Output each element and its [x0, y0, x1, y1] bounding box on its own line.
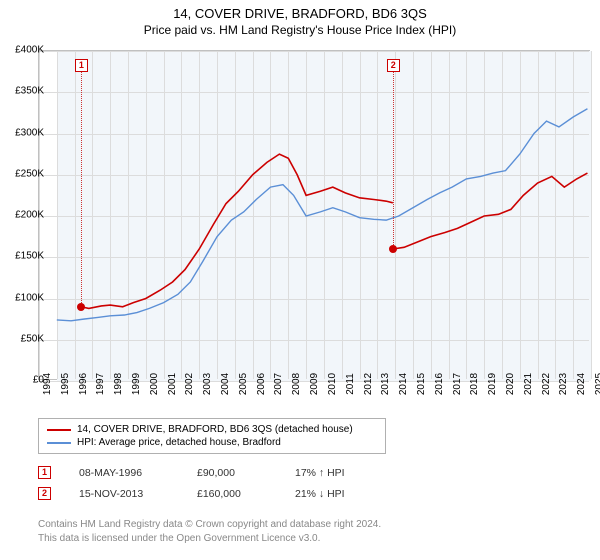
gridline-v	[591, 51, 592, 379]
x-axis-label: 2019	[487, 373, 498, 395]
sale-marker-dot	[77, 303, 85, 311]
x-axis-label: 1999	[131, 373, 142, 395]
y-axis-label: £250K	[15, 168, 44, 179]
sale-diff: 21% ↓ HPI	[295, 488, 345, 500]
table-row: 1 08-MAY-1996 £90,000 17% ↑ HPI	[38, 462, 345, 483]
sale-marker-vline	[393, 69, 394, 249]
series-line	[57, 109, 588, 321]
x-axis-label: 2005	[238, 373, 249, 395]
legend-label: HPI: Average price, detached house, Brad…	[77, 437, 281, 448]
x-axis-label: 2020	[505, 373, 516, 395]
series-line	[393, 173, 588, 249]
x-axis-label: 2006	[256, 373, 267, 395]
x-axis-label: 2023	[558, 373, 569, 395]
y-axis-label: £100K	[15, 292, 44, 303]
sale-price: £160,000	[197, 488, 267, 500]
x-axis-label: 1994	[42, 373, 53, 395]
y-axis-label: £150K	[15, 251, 44, 262]
chart-lines	[39, 51, 591, 381]
x-axis-label: 2004	[220, 373, 231, 395]
sale-marker-vline	[81, 69, 82, 307]
sales-table: 1 08-MAY-1996 £90,000 17% ↑ HPI 2 15-NOV…	[38, 462, 345, 504]
x-axis-label: 2013	[380, 373, 391, 395]
y-axis-label: £50K	[21, 333, 44, 344]
legend-label: 14, COVER DRIVE, BRADFORD, BD6 3QS (deta…	[77, 424, 353, 435]
footer-line: Contains HM Land Registry data © Crown c…	[38, 518, 381, 532]
chart-area: 12	[38, 50, 590, 380]
x-axis-label: 2011	[345, 373, 356, 395]
x-axis-label: 2014	[398, 373, 409, 395]
legend-row: HPI: Average price, detached house, Brad…	[47, 436, 377, 449]
x-axis-label: 2015	[416, 373, 427, 395]
sale-marker-dot	[389, 245, 397, 253]
x-axis-label: 2009	[309, 373, 320, 395]
legend-box: 14, COVER DRIVE, BRADFORD, BD6 3QS (deta…	[38, 418, 386, 454]
y-axis-label: £300K	[15, 127, 44, 138]
x-axis-label: 2018	[469, 373, 480, 395]
legend-row: 14, COVER DRIVE, BRADFORD, BD6 3QS (deta…	[47, 423, 377, 436]
y-axis-label: £350K	[15, 86, 44, 97]
x-axis-label: 2000	[149, 373, 160, 395]
legend-swatch	[47, 429, 71, 431]
x-axis-label: 2001	[167, 373, 178, 395]
sale-date: 15-NOV-2013	[79, 488, 169, 500]
chart-title: 14, COVER DRIVE, BRADFORD, BD6 3QS	[0, 0, 600, 21]
x-axis-label: 1996	[78, 373, 89, 395]
x-axis-label: 1997	[95, 373, 106, 395]
legend-swatch	[47, 442, 71, 444]
footer-line: This data is licensed under the Open Gov…	[38, 532, 381, 546]
y-axis-label: £200K	[15, 210, 44, 221]
x-axis-label: 2012	[363, 373, 374, 395]
x-axis-label: 2022	[541, 373, 552, 395]
sale-diff: 17% ↑ HPI	[295, 467, 345, 479]
x-axis-label: 2010	[327, 373, 338, 395]
footer-text: Contains HM Land Registry data © Crown c…	[38, 518, 381, 545]
chart-subtitle: Price paid vs. HM Land Registry's House …	[0, 21, 600, 43]
x-axis-label: 2008	[291, 373, 302, 395]
x-axis-label: 2016	[434, 373, 445, 395]
sale-marker-box: 2	[387, 59, 400, 72]
x-axis-label: 2002	[184, 373, 195, 395]
sale-marker-box: 1	[75, 59, 88, 72]
x-axis-label: 2024	[576, 373, 587, 395]
x-axis-label: 2025	[594, 373, 600, 395]
x-axis-label: 1995	[60, 373, 71, 395]
x-axis-label: 2021	[523, 373, 534, 395]
sale-date: 08-MAY-1996	[79, 467, 169, 479]
sale-marker-icon: 2	[38, 487, 51, 500]
x-axis-label: 2007	[273, 373, 284, 395]
sale-marker-icon: 1	[38, 466, 51, 479]
x-axis-label: 2003	[202, 373, 213, 395]
x-axis-label: 2017	[452, 373, 463, 395]
x-axis-label: 1998	[113, 373, 124, 395]
sale-price: £90,000	[197, 467, 267, 479]
series-line	[81, 154, 393, 308]
y-axis-label: £400K	[15, 45, 44, 56]
table-row: 2 15-NOV-2013 £160,000 21% ↓ HPI	[38, 483, 345, 504]
